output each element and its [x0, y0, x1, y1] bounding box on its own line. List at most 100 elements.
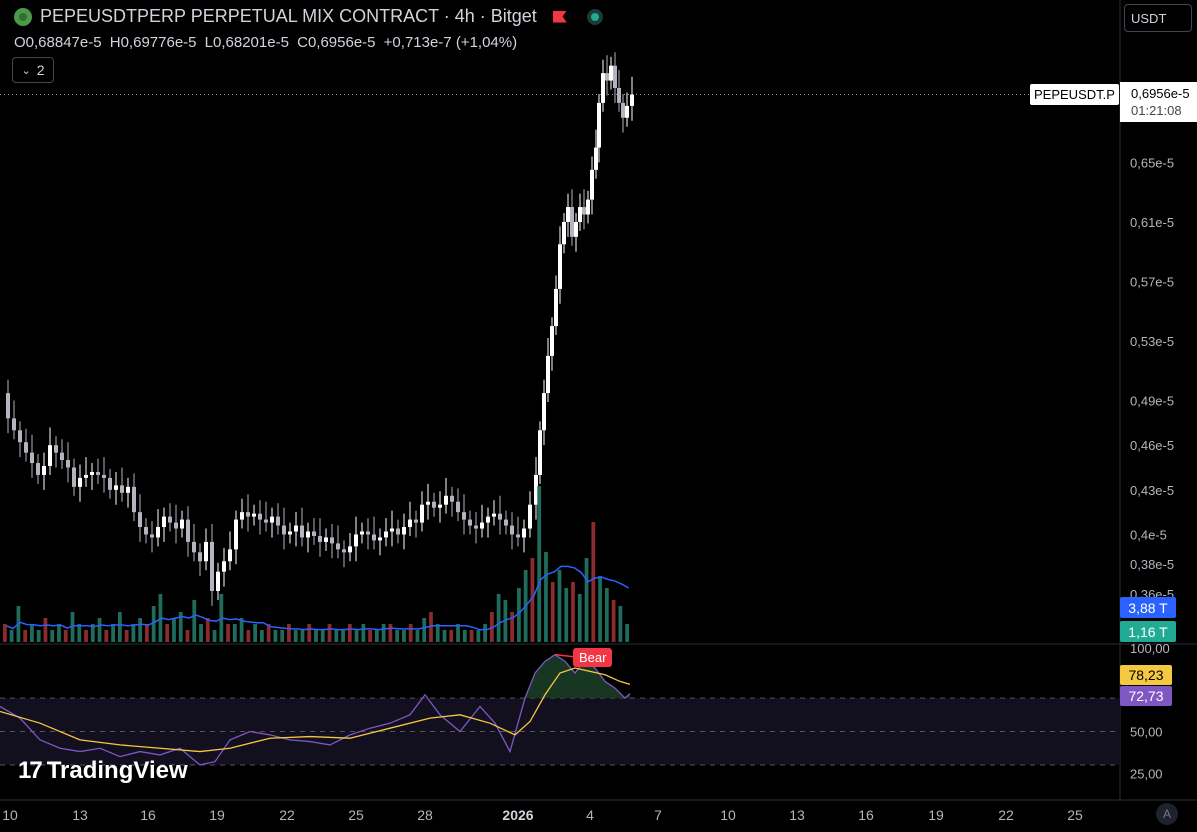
- rsi-tick-label: 50,00: [1130, 725, 1163, 740]
- candle-body: [174, 522, 178, 529]
- candle-body: [578, 207, 582, 222]
- price-tick-label: 0,4e-5: [1130, 527, 1167, 542]
- open-value: 0,68847e-5: [25, 34, 102, 51]
- volume-bar: [158, 594, 163, 642]
- time-tick-label: 22: [279, 807, 295, 823]
- time-tick-label: 19: [209, 807, 225, 823]
- price-tick-label: 0,49e-5: [1130, 394, 1174, 409]
- candle-body: [528, 504, 532, 529]
- volume-bar: [90, 624, 95, 642]
- candle-body: [486, 516, 490, 523]
- flag-icon[interactable]: [552, 10, 567, 23]
- time-tick-label: 22: [998, 807, 1014, 823]
- volume-bar: [165, 624, 170, 642]
- volume-bar: [273, 630, 278, 642]
- volume-bar: [97, 618, 102, 642]
- volume-bar: [327, 624, 332, 642]
- candle-body: [605, 73, 609, 81]
- volume-bar: [354, 630, 359, 642]
- candle-body: [414, 519, 418, 523]
- volume-bar: [456, 624, 460, 642]
- candle-body: [186, 519, 190, 542]
- candle-body: [300, 525, 304, 538]
- volume-bar: [253, 624, 258, 642]
- candle-body: [420, 504, 424, 523]
- rsi-overbought-fill: [525, 654, 630, 699]
- candle-body: [594, 147, 598, 170]
- volume-bar: [489, 612, 494, 642]
- volume-bar: [604, 588, 609, 642]
- price-tick-label: 0,46e-5: [1130, 438, 1174, 453]
- candle-body: [90, 471, 94, 475]
- candle-body: [550, 326, 554, 356]
- candle-body: [24, 442, 28, 453]
- volume-bar: [300, 630, 305, 642]
- candle-body: [84, 474, 88, 478]
- high-value: 0,69776e-5: [120, 34, 197, 51]
- volume-tag: 1,16 T: [1120, 621, 1176, 642]
- volume-bar: [131, 624, 136, 642]
- candle-body: [42, 466, 46, 475]
- candle-body: [306, 531, 310, 538]
- candle-body: [444, 495, 448, 505]
- volume-bar: [239, 618, 244, 642]
- market-status-icon[interactable]: [586, 8, 603, 25]
- time-tick-label: 16: [858, 807, 874, 823]
- candle-body: [426, 501, 430, 505]
- candle-body: [522, 528, 526, 538]
- candle-body: [558, 244, 562, 289]
- candle-body: [330, 537, 334, 544]
- volume-bar: [287, 624, 291, 642]
- candle-body: [150, 534, 154, 538]
- volume-bar: [9, 630, 14, 642]
- candle-body: [276, 516, 280, 526]
- candle-body: [542, 393, 546, 431]
- auto-scale-button[interactable]: A: [1156, 803, 1178, 825]
- volume-bar: [63, 630, 68, 642]
- candle-body: [114, 485, 118, 490]
- indicators-collapse-button[interactable]: ⌄ 2: [12, 57, 54, 83]
- volume-bar: [320, 630, 325, 642]
- time-tick-label: 25: [1067, 807, 1083, 823]
- volume-ma-line: [6, 565, 629, 631]
- price-tick-label: 0,65e-5: [1130, 155, 1174, 170]
- volume-bar: [347, 624, 352, 642]
- last-price-label: 0,6956e-5 01:21:08: [1120, 82, 1197, 122]
- volume-bar: [246, 630, 251, 642]
- candle-body: [198, 552, 202, 562]
- volume-bar: [625, 624, 629, 642]
- volume-bar: [361, 624, 366, 642]
- candle-body: [108, 477, 112, 490]
- ohlc-legend: O0,68847e-5 H0,69776e-5 L0,68201e-5 C0,6…: [14, 34, 518, 51]
- volume-bar: [111, 624, 115, 642]
- volume-bar: [341, 630, 345, 642]
- candle-body: [498, 513, 502, 520]
- candle-body: [480, 522, 484, 529]
- volume-bar: [57, 624, 61, 642]
- rsi-line: [0, 653, 631, 766]
- candle-body: [492, 513, 496, 517]
- volume-bar: [618, 606, 623, 642]
- candle-body: [288, 531, 292, 535]
- volume-bar: [334, 630, 339, 642]
- candle-body: [240, 512, 244, 520]
- candle-body: [252, 513, 256, 517]
- candle-body: [597, 102, 601, 148]
- volume-bar: [395, 630, 400, 642]
- volume-bar: [435, 624, 440, 642]
- candle-body: [126, 486, 130, 493]
- candle-body: [204, 541, 208, 562]
- currency-selector[interactable]: USDT: [1124, 4, 1192, 32]
- volume-bar: [226, 624, 230, 642]
- candle-body: [538, 430, 542, 475]
- candle-body: [408, 519, 412, 528]
- tradingview-logo[interactable]: 17 TradingView: [18, 757, 188, 785]
- volume-bar: [50, 630, 55, 642]
- candle-body: [534, 474, 538, 505]
- candle-body: [625, 105, 629, 118]
- candle-body: [504, 519, 508, 526]
- volume-bar: [199, 624, 203, 642]
- rsi-tag: 72,73: [1120, 686, 1172, 706]
- volume-bar: [544, 552, 548, 642]
